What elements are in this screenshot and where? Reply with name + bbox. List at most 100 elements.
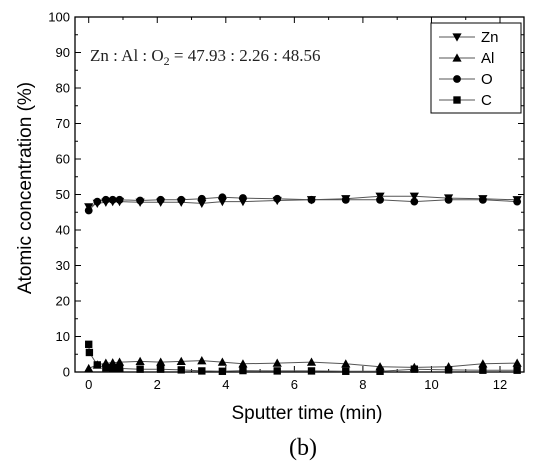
point-c <box>109 364 117 373</box>
point-c <box>513 366 521 374</box>
y-tick-label: 10 <box>56 329 70 344</box>
legend-marker-al <box>452 53 462 62</box>
y-tick-label: 90 <box>56 45 70 60</box>
point-o <box>307 195 316 204</box>
series-layer <box>84 192 522 375</box>
series-line-o <box>88 196 518 211</box>
point-o <box>239 194 247 202</box>
point-o <box>136 196 145 205</box>
point-zn <box>409 192 419 201</box>
y-tick-label: 40 <box>56 223 70 238</box>
plot-area: 0 10 20 30 40 50 60 70 80 90 100 0 2 4 6 8 10 12 <box>48 10 525 392</box>
point-o <box>101 195 110 204</box>
y-tick-label: 30 <box>56 258 70 273</box>
point-al <box>217 357 227 366</box>
point-c <box>342 367 350 375</box>
point-al <box>114 357 125 366</box>
series-zn <box>84 192 522 212</box>
point-al <box>197 356 207 365</box>
point-al <box>135 356 145 366</box>
composition-annotation: Zn : Al : O2 = 47.93 : 2.26 : 48.56 <box>90 46 320 68</box>
y-axis-title: Atomic concentration (%) <box>15 82 36 294</box>
point-o <box>115 195 124 204</box>
x-tick-label: 10 <box>424 377 438 392</box>
legend: Zn Al OC <box>430 22 522 114</box>
y-tick-label: 100 <box>48 10 70 25</box>
y-tick-label: 20 <box>56 294 70 309</box>
point-c <box>157 365 165 373</box>
point-c <box>102 364 110 372</box>
series-o <box>84 193 522 215</box>
point-c <box>273 367 281 375</box>
point-c <box>444 366 453 374</box>
point-c <box>307 367 316 375</box>
point-o <box>513 197 522 206</box>
x-tick-label: 2 <box>154 377 161 392</box>
point-al <box>84 363 94 373</box>
point-c <box>239 366 247 375</box>
annotation-prefix: Zn : Al : O <box>90 46 164 65</box>
series-line-c <box>88 344 518 372</box>
point-o <box>108 195 117 204</box>
legend-marker-c <box>453 96 461 104</box>
point-al <box>272 358 282 367</box>
legend-marker-zn <box>452 33 462 42</box>
point-o <box>273 194 282 203</box>
point-o <box>478 195 487 204</box>
series-al <box>84 356 522 373</box>
series-line-al <box>88 360 518 369</box>
y-tick-label: 70 <box>56 116 70 131</box>
x-tick-label: 0 <box>85 377 92 392</box>
point-o <box>197 194 206 203</box>
point-o <box>218 193 227 202</box>
panel-label: (b) <box>289 435 317 461</box>
point-o <box>444 195 453 204</box>
point-c <box>93 361 101 369</box>
legend-label-al: Al <box>481 50 494 67</box>
point-c <box>198 367 206 375</box>
x-tick-label: 4 <box>222 377 229 392</box>
point-al <box>341 359 351 368</box>
point-al <box>156 357 166 366</box>
point-c <box>115 364 124 373</box>
series-line-zn <box>88 195 518 208</box>
legend-label-zn: Zn <box>481 29 499 46</box>
point-c <box>85 340 93 348</box>
point-o <box>84 206 93 215</box>
y-tick-label: 0 <box>63 365 70 380</box>
x-axis-title: Sputter time (min) <box>232 403 383 424</box>
legend-marker-o <box>453 75 461 83</box>
annotation-subscript: 2 <box>164 54 170 68</box>
point-o <box>376 195 384 204</box>
x-tick-label: 12 <box>493 377 507 392</box>
legend-box <box>430 22 522 114</box>
point-c <box>410 365 419 373</box>
point-al <box>108 358 118 367</box>
point-o <box>341 195 350 204</box>
point-c <box>376 367 384 375</box>
point-o <box>156 195 165 204</box>
point-al <box>512 358 522 367</box>
y-tick-label: 50 <box>56 187 70 202</box>
legend-label-c: C <box>481 92 492 109</box>
series-c <box>85 340 521 375</box>
point-o <box>410 197 419 206</box>
point-al <box>478 359 488 368</box>
point-c <box>479 366 487 374</box>
point-al <box>306 357 317 366</box>
point-al <box>176 356 186 366</box>
point-c <box>218 367 227 375</box>
point-c <box>85 348 94 357</box>
point-o <box>93 197 102 206</box>
point-o <box>177 195 186 204</box>
x-tick-label: 6 <box>291 377 298 392</box>
point-al <box>238 359 248 368</box>
y-tick-label: 60 <box>56 152 70 167</box>
point-c <box>177 366 185 374</box>
x-tick-label: 8 <box>359 377 366 392</box>
annotation-suffix: = 47.93 : 2.26 : 48.56 <box>170 46 321 65</box>
point-c <box>136 365 144 373</box>
y-tick-label: 80 <box>56 81 70 96</box>
legend-label-o: O <box>481 71 493 88</box>
